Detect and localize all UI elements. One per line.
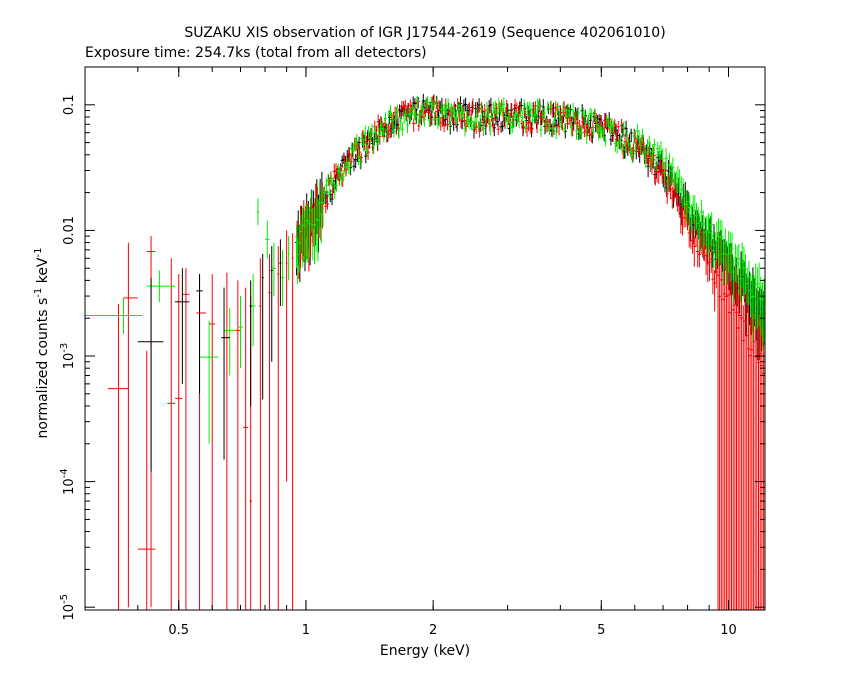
x-tick-label: 1 [302,623,310,638]
series-2-points [137,239,282,472]
y-axis-label-main: normalized counts s [35,298,51,439]
data-layer [85,93,765,610]
y-axis-label-exp-2: -1 [33,248,44,258]
x-tick-label: 2 [429,623,437,638]
x-axis-label: Energy (keV) [380,643,470,659]
x-tick-label: 5 [597,623,605,638]
y-tick-label: 10-4 [59,468,77,495]
y-axis-label: normalized counts s-1 keV-1 [33,248,51,439]
spectrum-red-group [295,94,765,610]
tick-marks [84,66,765,610]
y-tick-label: 0.01 [62,216,77,245]
y-tick-exponent: -5 [59,594,70,604]
y-tick-mantissa: 10 [62,478,77,495]
data-clip-group [85,93,765,610]
y-tick-mantissa: 10 [62,353,77,370]
x-tick-label: 10 [720,623,737,638]
y-axis-label-mid: keV [35,257,51,288]
y-tick-label: 10-5 [59,594,77,621]
plot-frame [84,66,766,611]
y-tick-exponent: -3 [59,343,70,353]
chart-subtitle: Exposure time: 254.7ks (total from all d… [85,45,427,61]
chart-title: SUZAKU XIS observation of IGR J17544-261… [184,25,665,41]
y-tick-label: 10-3 [59,343,77,370]
y-tick-mantissa: 0.1 [62,94,77,115]
y-tick-exponent: -4 [59,468,70,478]
y-tick-mantissa: 10 [62,604,77,621]
series-1-points [85,198,298,444]
x-tick-label: 0.5 [168,623,189,638]
y-tick-label: 0.1 [62,94,77,115]
spectrum-green-group [296,96,765,351]
y-tick-mantissa: 0.01 [62,216,77,245]
y-axis-label-exp-1: -1 [33,288,44,298]
